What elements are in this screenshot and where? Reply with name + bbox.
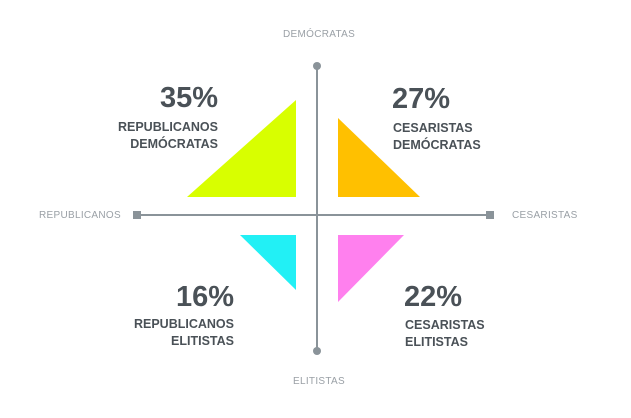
label-line-2: ELITISTAS <box>171 334 234 348</box>
label-line-1: REPUBLICANOS <box>133 317 234 331</box>
label-line-1: REPUBLICANOS <box>117 120 218 134</box>
axis-left-square <box>133 211 141 219</box>
label-republicanos-elitistas: REPUBLICANOS ELITISTAS <box>114 316 234 350</box>
axis-label-top: DEMÓCRATAS <box>283 29 356 40</box>
label-line-2: DEMÓCRATAS <box>130 137 218 151</box>
percent-cesaristas-democratas: 27% <box>392 83 451 115</box>
axis-top-dot <box>313 62 321 70</box>
percent-republicanos-elitistas: 16% <box>175 281 234 313</box>
label-republicanos-democratas: REPUBLICANOS DEMÓCRATAS <box>98 119 218 153</box>
label-cesaristas-elitistas: CESARISTAS ELITISTAS <box>405 317 485 351</box>
axis-label-bottom: ELITISTAS <box>293 376 345 387</box>
label-line-2: ELITISTAS <box>405 335 468 349</box>
triangle-republicanos-elitistas <box>240 235 296 290</box>
label-line-1: CESARISTAS <box>393 121 473 135</box>
label-line-2: DEMÓCRATAS <box>393 138 481 152</box>
axis-bottom-dot <box>313 347 321 355</box>
axis-right-square <box>486 211 494 219</box>
label-cesaristas-democratas: CESARISTAS DEMÓCRATAS <box>393 120 481 154</box>
triangle-cesaristas-elitistas <box>338 235 404 302</box>
axis-label-right: CESARISTAS <box>512 210 578 221</box>
label-line-1: CESARISTAS <box>405 318 485 332</box>
percent-republicanos-democratas: 35% <box>159 82 218 114</box>
triangle-cesaristas-democratas <box>338 118 420 197</box>
axis-label-left: REPUBLICANOS <box>39 210 121 221</box>
percent-cesaristas-elitistas: 22% <box>404 281 463 313</box>
triangle-republicanos-democratas <box>187 100 296 197</box>
